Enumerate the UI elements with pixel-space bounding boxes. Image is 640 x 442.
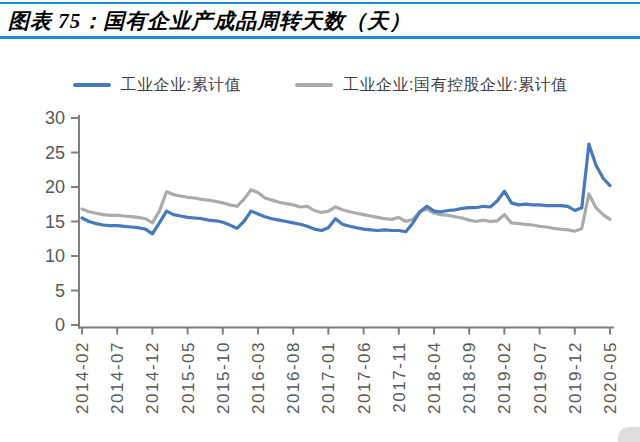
chart-legend: 工业企业:累计值 工业企业:国有控股企业:累计值 bbox=[0, 72, 640, 98]
legend-item-0: 工业企业:累计值 bbox=[73, 75, 241, 96]
report-figure: 图表 75：国有企业产成品周转天数（天） 工业企业:累计值 工业企业:国有控股企业… bbox=[0, 0, 640, 442]
figure-title: 图表 75：国有企业产成品周转天数（天） bbox=[8, 7, 632, 35]
legend-label: 工业企业:国有控股企业:累计值 bbox=[343, 75, 567, 96]
y-tick-label: 10 bbox=[45, 246, 65, 266]
x-tick-label: 2017-11 bbox=[390, 341, 409, 413]
x-tick-label: 2014-12 bbox=[143, 341, 162, 414]
legend-item-1: 工业企业:国有控股企业:累计值 bbox=[295, 75, 567, 96]
x-tick-label: 2016-03 bbox=[249, 341, 268, 414]
y-tick-label: 5 bbox=[55, 281, 65, 301]
x-tick-label: 2015-05 bbox=[179, 341, 198, 414]
x-tick-label: 2016-08 bbox=[284, 341, 303, 414]
line-chart-svg: 0 5 10 15 20 25 30 2014-02 2014-07 2014-12 2015-05… bbox=[0, 105, 640, 442]
x-tick-label: 2020-05 bbox=[601, 341, 620, 414]
y-tick-label: 15 bbox=[45, 212, 65, 232]
chart-canvas: 0 5 10 15 20 25 30 2014-02 2014-07 2014-12 2015-05… bbox=[0, 105, 640, 442]
title-underline bbox=[0, 36, 640, 39]
x-tick-label: 2018-04 bbox=[425, 341, 444, 414]
y-tick-label: 20 bbox=[45, 177, 65, 197]
x-tick-label: 2015-10 bbox=[214, 341, 233, 414]
top-divider-line bbox=[0, 2, 640, 4]
y-tick-label: 30 bbox=[45, 108, 65, 128]
x-tick-label: 2017-06 bbox=[355, 341, 374, 414]
legend-swatch-icon bbox=[295, 83, 333, 87]
x-tick-label: 2019-12 bbox=[566, 341, 585, 414]
x-tick-label: 2019-07 bbox=[531, 341, 550, 414]
corner-watermark bbox=[618, 427, 640, 442]
x-tick-label: 2019-02 bbox=[495, 341, 514, 414]
y-tick-label: 0 bbox=[55, 315, 65, 335]
x-tick-label: 2014-07 bbox=[108, 341, 127, 414]
x-tick-label: 2014-02 bbox=[73, 341, 92, 414]
x-tick-label: 2017-01 bbox=[319, 341, 338, 414]
y-tick-label: 25 bbox=[45, 143, 65, 163]
legend-swatch-icon bbox=[73, 83, 111, 87]
x-tick-label: 2018-09 bbox=[460, 341, 479, 414]
series-line bbox=[82, 144, 610, 234]
legend-label: 工业企业:累计值 bbox=[121, 75, 241, 96]
